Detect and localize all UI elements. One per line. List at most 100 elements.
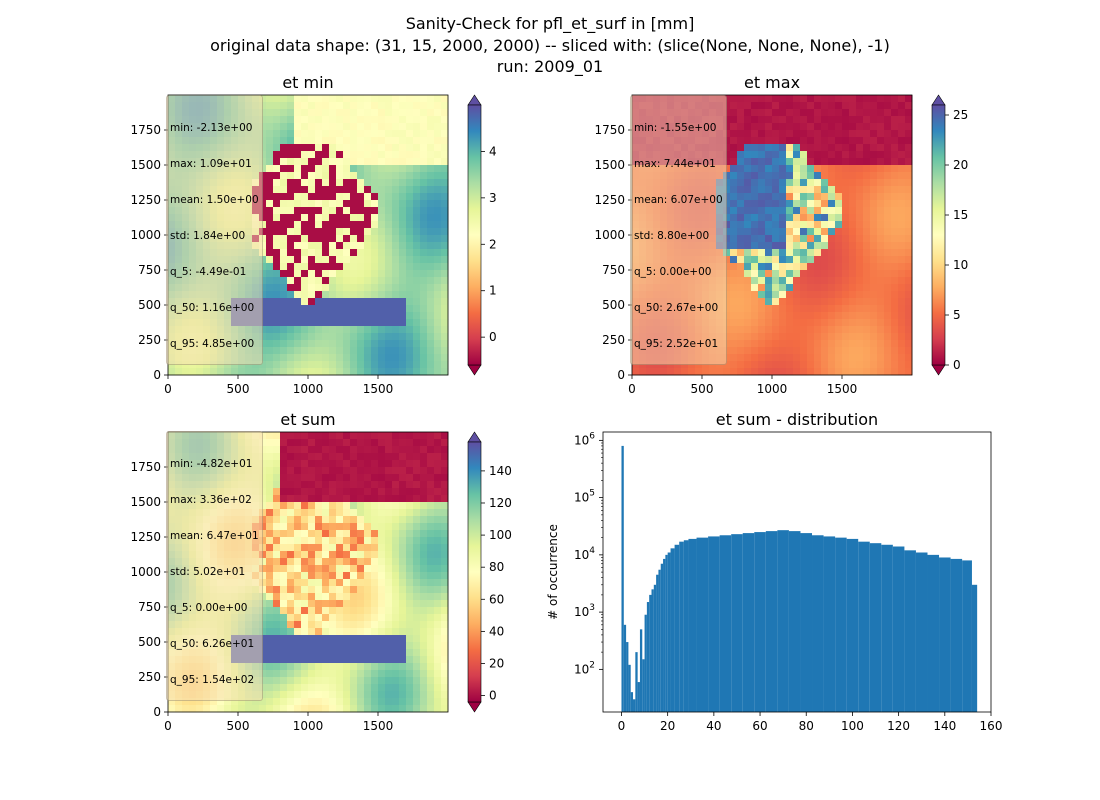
heatmap-cell bbox=[758, 130, 766, 138]
heatmap-cell bbox=[322, 607, 330, 615]
heatmap-cell bbox=[877, 193, 885, 201]
heatmap-cell bbox=[821, 277, 829, 285]
heatmap-cell bbox=[884, 277, 892, 285]
heatmap-cell bbox=[821, 95, 829, 103]
heatmap-cell bbox=[315, 270, 323, 278]
heatmap-cell bbox=[217, 698, 225, 706]
heatmap-cell bbox=[364, 446, 372, 454]
heatmap-cell bbox=[793, 130, 801, 138]
heatmap-cell bbox=[301, 565, 309, 573]
heatmap-cell bbox=[786, 333, 794, 341]
heatmap-cell bbox=[786, 361, 794, 369]
heatmap-cell bbox=[273, 214, 281, 222]
heatmap-cell bbox=[751, 144, 759, 152]
heatmap-cell bbox=[273, 607, 281, 615]
heatmap-cell bbox=[196, 705, 204, 713]
heatmap-cell bbox=[835, 144, 843, 152]
heatmap-cell bbox=[758, 172, 766, 180]
heatmap-cell bbox=[434, 333, 442, 341]
heatmap-cell bbox=[385, 656, 393, 664]
heatmap-cell bbox=[877, 249, 885, 257]
heatmap-cell bbox=[905, 361, 913, 369]
heatmap-cell bbox=[420, 193, 428, 201]
heatmap-cell bbox=[371, 123, 379, 131]
heatmap-cell bbox=[336, 193, 344, 201]
heatmap-cell bbox=[266, 698, 274, 706]
heatmap-cell bbox=[420, 228, 428, 236]
heatmap-cell bbox=[786, 235, 794, 243]
heatmap-cell bbox=[835, 158, 843, 166]
heatmap-cell bbox=[336, 347, 344, 355]
heatmap-cell bbox=[322, 95, 330, 103]
heatmap-cell bbox=[434, 558, 442, 566]
heatmap-cell bbox=[835, 333, 843, 341]
heatmap-cell bbox=[863, 368, 871, 376]
heatmap-cell bbox=[364, 530, 372, 538]
heatmap-cell bbox=[441, 439, 449, 447]
heatmap-cell bbox=[814, 291, 822, 299]
heatmap-cell bbox=[807, 291, 815, 299]
heatmap-cell bbox=[758, 179, 766, 187]
heatmap-cell bbox=[301, 530, 309, 538]
heatmap-cell bbox=[280, 698, 288, 706]
heatmap-cell bbox=[758, 354, 766, 362]
heatmap-cell bbox=[294, 607, 302, 615]
heatmap-cell bbox=[343, 446, 351, 454]
heatmap-cell bbox=[364, 481, 372, 489]
heatmap-cell bbox=[280, 109, 288, 117]
heatmap-cell bbox=[828, 270, 836, 278]
heatmap-cell bbox=[385, 340, 393, 348]
heatmap-cell bbox=[786, 319, 794, 327]
heatmap-cell bbox=[266, 453, 274, 461]
heatmap-cell bbox=[329, 172, 337, 180]
heatmap-cell bbox=[441, 558, 449, 566]
heatmap-cell bbox=[406, 137, 414, 145]
heatmap-cell bbox=[758, 137, 766, 145]
heatmap-cell bbox=[898, 340, 906, 348]
heatmap-cell bbox=[406, 635, 414, 643]
heatmap-cell bbox=[399, 368, 407, 376]
heatmap-cell bbox=[751, 193, 759, 201]
heatmap-cell bbox=[786, 263, 794, 271]
heatmap-cell bbox=[413, 593, 421, 601]
heatmap-cell bbox=[385, 298, 393, 306]
heatmap-cell bbox=[329, 291, 337, 299]
heatmap-cell bbox=[273, 312, 281, 320]
heatmap-cell bbox=[723, 347, 731, 355]
heatmap-cell bbox=[800, 277, 808, 285]
heatmap-cell bbox=[744, 319, 752, 327]
heatmap-cell bbox=[357, 565, 365, 573]
heatmap-cell bbox=[413, 305, 421, 313]
heatmap-cell bbox=[364, 600, 372, 608]
heatmap-cell bbox=[399, 270, 407, 278]
heatmap-cell bbox=[835, 109, 843, 117]
heatmap-cell bbox=[870, 333, 878, 341]
heatmap-cell bbox=[441, 544, 449, 552]
heatmap-cell bbox=[856, 284, 864, 292]
heatmap-cell bbox=[821, 333, 829, 341]
heatmap-cell bbox=[779, 130, 787, 138]
heatmap-cell bbox=[828, 186, 836, 194]
heatmap-cell bbox=[371, 446, 379, 454]
heatmap-cell bbox=[891, 277, 899, 285]
heatmap-cell bbox=[814, 298, 822, 306]
heatmap-cell bbox=[765, 116, 773, 124]
heatmap-cell bbox=[168, 705, 176, 713]
heatmap-cell bbox=[814, 200, 822, 208]
heatmap-cell bbox=[322, 649, 330, 657]
heatmap-cell bbox=[751, 249, 759, 257]
heatmap-cell bbox=[709, 368, 717, 376]
heatmap-cell bbox=[441, 165, 449, 173]
heatmap-cell bbox=[793, 340, 801, 348]
heatmap-cell bbox=[175, 698, 183, 706]
heatmap-cell bbox=[343, 642, 351, 650]
heatmap-cell bbox=[364, 432, 372, 440]
heatmap-cell bbox=[772, 319, 780, 327]
heatmap-cell bbox=[814, 214, 822, 222]
heatmap-cell bbox=[420, 116, 428, 124]
heatmap-cell bbox=[413, 516, 421, 524]
heatmap-cell bbox=[378, 333, 386, 341]
heatmap-cell bbox=[266, 298, 274, 306]
heatmap-cell bbox=[399, 537, 407, 545]
